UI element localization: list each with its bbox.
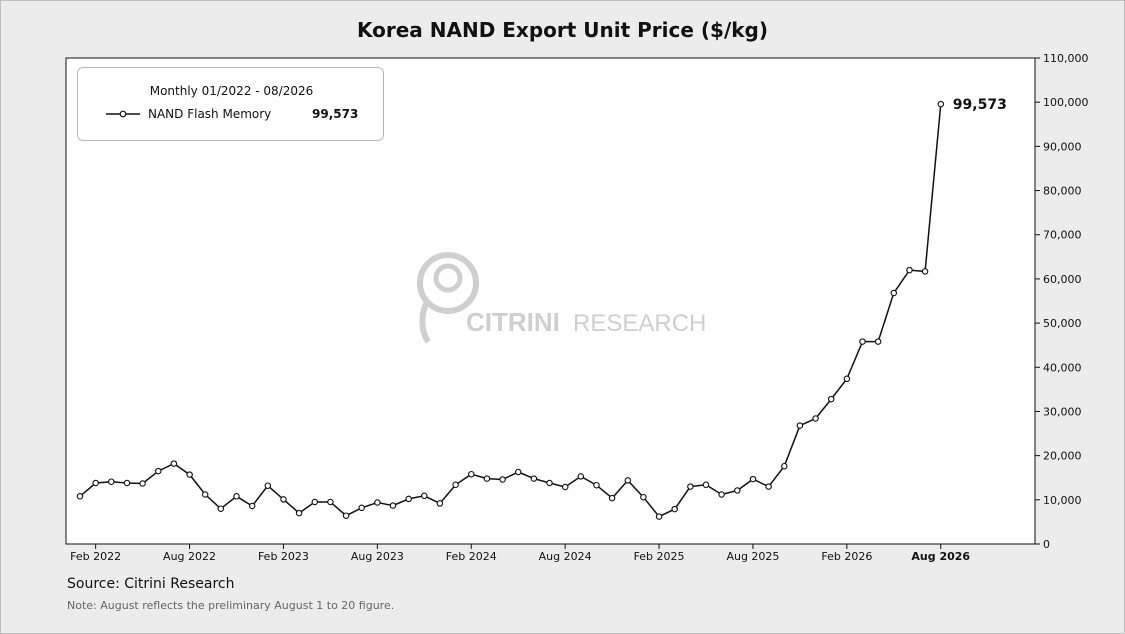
data-point	[749, 475, 757, 483]
legend-last-value: 99,573	[312, 107, 359, 121]
data-point	[92, 479, 99, 487]
data-point	[734, 487, 741, 494]
data-point	[843, 375, 851, 383]
x-tick-label: Aug 2024	[539, 550, 592, 563]
data-point	[577, 473, 585, 480]
data-point	[514, 468, 522, 476]
x-tick-label: Feb 2024	[446, 550, 497, 563]
data-point	[170, 460, 178, 467]
data-point	[827, 395, 835, 403]
y-tick-label: 40,000	[1043, 361, 1082, 374]
data-point	[311, 498, 319, 506]
data-point	[452, 481, 459, 489]
data-point	[874, 338, 882, 345]
y-tick-label: 50,000	[1043, 317, 1082, 330]
data-point	[108, 478, 115, 485]
watermark-logo: CITRINI RESEARCH	[417, 252, 706, 344]
data-point	[812, 415, 819, 422]
data-point	[671, 505, 678, 513]
y-tick-label: 80,000	[1043, 185, 1082, 198]
x-tick-label: Feb 2025	[634, 550, 685, 563]
x-tick-label: Feb 2022	[70, 550, 121, 563]
data-point	[687, 483, 694, 490]
watermark-text-research: RESEARCH	[573, 310, 706, 337]
chart-title: Korea NAND Export Unit Price ($/kg)	[356, 18, 769, 42]
data-point	[76, 493, 84, 500]
data-point	[233, 493, 240, 500]
legend-series-name: NAND Flash Memory	[148, 107, 272, 121]
data-point	[139, 480, 146, 487]
data-point	[859, 338, 866, 345]
x-tick-label: Aug 2026	[911, 550, 970, 563]
data-point	[201, 491, 209, 498]
data-point	[389, 502, 397, 509]
watermark-arc	[419, 298, 431, 344]
y-tick-label: 20,000	[1043, 450, 1082, 463]
last-value-annotation: 99,573	[953, 97, 1007, 113]
data-point	[530, 475, 538, 482]
legend-swatch	[106, 110, 140, 118]
data-point	[937, 100, 945, 108]
data-point	[906, 266, 913, 274]
data-point	[468, 470, 475, 478]
data-point	[280, 496, 287, 503]
watermark-circle-outer	[417, 252, 479, 314]
x-tick-label: Aug 2023	[351, 550, 404, 563]
footnote-text: Note: August reflects the preliminary Au…	[67, 599, 395, 612]
data-point	[561, 483, 569, 491]
y-tick-label: 70,000	[1043, 229, 1082, 242]
data-point	[655, 513, 663, 520]
data-point	[295, 509, 303, 517]
data-point	[327, 498, 334, 506]
y-tick-label: 100,000	[1043, 96, 1089, 109]
data-point	[155, 467, 162, 475]
data-point	[499, 476, 506, 483]
y-tick-label: 30,000	[1043, 405, 1082, 418]
data-point	[765, 483, 772, 490]
data-point	[342, 512, 350, 519]
data-point	[123, 479, 131, 487]
data-point	[796, 422, 804, 429]
data-point	[358, 504, 365, 512]
data-point	[608, 494, 616, 502]
data-point	[624, 477, 632, 484]
x-axis: Feb 2022 Aug 2022 Feb 2023 Aug 2023 Feb 2024…	[70, 544, 970, 563]
y-axis: 0 10,000 20,000 30,000 40,000 50,000 60,000 70,…	[1035, 52, 1089, 551]
legend-title: Monthly 01/2022 - 08/2026	[149, 84, 314, 98]
y-tick-label: 10,000	[1043, 494, 1082, 507]
data-point	[593, 481, 600, 489]
x-tick-label: Feb 2023	[258, 550, 309, 563]
watermark-circle-inner	[433, 263, 463, 293]
data-point	[436, 500, 444, 507]
y-tick-label: 110,000	[1043, 52, 1089, 65]
legend: Monthly 01/2022 - 08/2026 NAND Flash Mem…	[77, 67, 384, 141]
data-point	[405, 495, 412, 503]
data-point	[264, 482, 272, 489]
data-point	[186, 471, 193, 478]
data-point	[890, 289, 898, 297]
data-point	[483, 475, 491, 482]
y-tick-label: 60,000	[1043, 273, 1082, 286]
x-tick-label: Feb 2026	[821, 550, 872, 563]
data-point	[718, 491, 725, 498]
data-point	[248, 502, 256, 510]
y-tick-label: 90,000	[1043, 140, 1082, 153]
data-point	[217, 505, 225, 512]
source-text: Source: Citrini Research	[67, 576, 235, 592]
watermark-text-citrini: CITRINI	[466, 307, 560, 337]
plot-area	[65, 57, 1036, 545]
x-tick-label: Aug 2022	[163, 550, 216, 563]
series-points	[76, 100, 945, 520]
data-point	[921, 268, 929, 275]
data-point	[546, 479, 553, 487]
data-point	[421, 492, 428, 500]
data-point	[781, 462, 788, 470]
series-line-nand	[79, 104, 942, 518]
y-tick-label: 0	[1043, 538, 1050, 551]
data-point	[640, 493, 647, 501]
x-tick-label: Aug 2025	[726, 550, 779, 563]
data-point	[374, 499, 381, 506]
data-point	[702, 481, 710, 489]
